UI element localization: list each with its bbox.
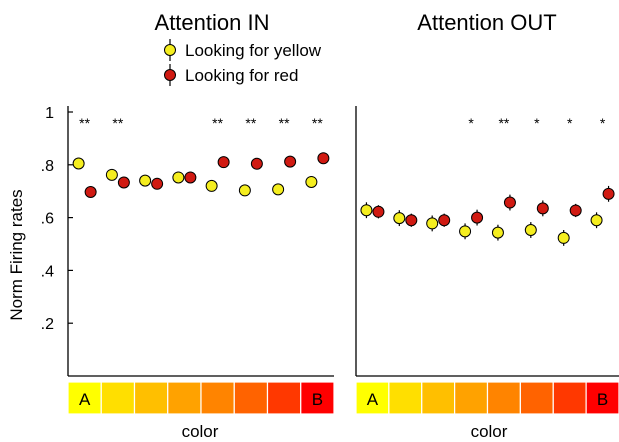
x-axis-label: color <box>471 422 508 441</box>
significance-marker: * <box>468 115 474 131</box>
color-strip-cell <box>421 381 456 415</box>
data-point <box>459 225 472 238</box>
color-strip-cell <box>200 381 235 415</box>
significance-marker: ** <box>245 115 256 131</box>
y-axis-label: Norm Firing rates <box>7 189 26 320</box>
legend-label-red: Looking for red <box>185 66 298 85</box>
data-point <box>503 196 516 209</box>
legend-marker-yellow <box>164 44 176 56</box>
significance-marker: ** <box>112 115 123 131</box>
significance-marker: ** <box>498 115 509 131</box>
data-point <box>272 183 285 196</box>
y-tick-label: 1 <box>45 105 54 122</box>
data-point <box>217 156 230 169</box>
significance-marker: ** <box>312 115 323 131</box>
x-axis-label: color <box>182 422 219 441</box>
color-strip-label: B <box>312 390 323 409</box>
color-strip-cell <box>388 381 423 415</box>
significance-marker: ** <box>279 115 290 131</box>
data-point <box>184 171 197 184</box>
data-point <box>172 171 185 184</box>
panel-title: Attention IN <box>155 10 270 35</box>
panel-attention-out: Attention OUT color A B* ** * * * <box>355 10 619 441</box>
y-tick-label: .6 <box>41 211 54 228</box>
color-strip-cell <box>266 381 302 415</box>
data-point <box>438 214 451 227</box>
data-point <box>405 214 418 227</box>
significance-marker: * <box>534 115 540 131</box>
data-point <box>536 202 549 215</box>
color-strip-label: A <box>79 390 91 409</box>
color-strip-cell <box>552 381 587 415</box>
color-strip-cell <box>519 381 554 415</box>
legend: Looking for yellow Looking for red <box>164 39 322 86</box>
color-strip-cell <box>585 381 619 415</box>
data-point <box>372 205 385 218</box>
color-strip-label: B <box>597 390 608 409</box>
color-strip-label: A <box>367 390 379 409</box>
color-strip-cell <box>454 381 489 415</box>
data-point <box>284 155 297 168</box>
legend-marker-red <box>164 69 176 81</box>
data-point <box>602 187 615 200</box>
y-tick-label: .4 <box>41 263 54 280</box>
significance-marker: * <box>567 115 573 131</box>
data-point <box>139 174 152 187</box>
color-strip-cell <box>100 381 136 415</box>
color-strip-cell <box>67 381 102 415</box>
data-point <box>524 224 537 237</box>
significance-marker: ** <box>79 115 90 131</box>
significance-marker: ** <box>212 115 223 131</box>
data-point <box>305 175 318 188</box>
data-point <box>238 184 251 197</box>
legend-label-yellow: Looking for yellow <box>185 41 322 60</box>
significance-marker: * <box>600 115 606 131</box>
data-point <box>491 226 504 239</box>
color-strip-cell <box>233 381 269 415</box>
data-point <box>393 212 406 225</box>
data-point <box>471 211 484 224</box>
color-strip-cell <box>167 381 202 415</box>
panel-attention-in: Attention IN color Norm Firing rates 1 .8… <box>7 10 335 441</box>
data-point <box>151 177 164 190</box>
data-point <box>72 157 85 170</box>
data-point <box>250 157 263 170</box>
color-strip-cell <box>300 381 335 415</box>
data-point <box>557 231 570 244</box>
color-strip-cell <box>133 381 169 415</box>
data-point <box>105 168 118 181</box>
data-point <box>84 185 97 198</box>
panel-title: Attention OUT <box>417 10 556 35</box>
y-tick-label: .8 <box>41 158 54 175</box>
data-point <box>360 204 373 217</box>
data-point <box>426 217 439 230</box>
data-point <box>317 152 330 165</box>
y-tick-label: .2 <box>41 316 54 333</box>
data-point <box>590 214 603 227</box>
color-strip-cell <box>486 381 521 415</box>
data-point <box>205 179 218 192</box>
data-point <box>117 176 130 189</box>
data-point <box>569 204 582 217</box>
